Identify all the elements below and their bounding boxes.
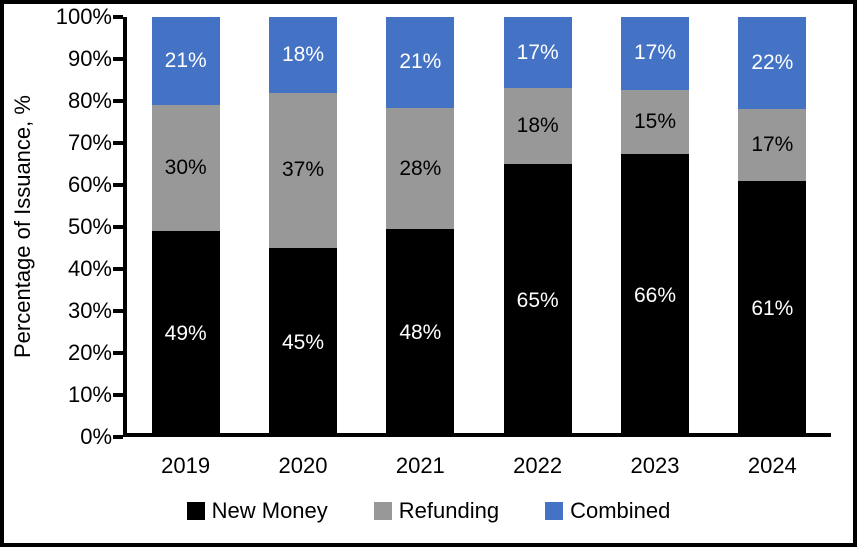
segment-data-label: 48%	[399, 321, 442, 345]
y-tick-mark	[113, 99, 123, 103]
segment-data-label: 17%	[751, 133, 794, 157]
bar-segment: 66%	[621, 154, 689, 437]
legend-item: Refunding	[373, 498, 500, 524]
y-tick-mark	[113, 225, 123, 229]
y-tick-label: 40%	[67, 256, 112, 281]
y-tick-label: 30%	[67, 298, 112, 323]
y-tick-mark	[113, 309, 123, 313]
segment-data-label: 65%	[516, 288, 559, 312]
segment-data-label: 18%	[281, 42, 325, 66]
y-tick-label: 70%	[67, 130, 112, 155]
bar-segment: 37%	[269, 92, 337, 248]
y-tick-mark	[113, 183, 123, 187]
segment-data-label: 37%	[281, 158, 325, 182]
bar-segment: 18%	[269, 17, 337, 93]
segment-data-label: 17%	[516, 40, 559, 64]
segment-data-label: 66%	[633, 283, 677, 307]
bar-segment: 49%	[151, 231, 220, 437]
segment-data-label: 61%	[751, 296, 794, 320]
stacked-bar-2019: 49% 30% 21%	[151, 17, 220, 437]
bar-segment: 17%	[738, 109, 807, 181]
bar-segment: 21%	[386, 17, 455, 108]
x-axis-label: 2023	[630, 453, 680, 478]
x-axis-label: 2019	[161, 453, 211, 478]
segment-data-label: 21%	[399, 50, 442, 74]
legend-swatch-icon	[545, 502, 564, 520]
bar-segment: 45%	[269, 248, 337, 437]
stacked-bar-2020: 45% 37% 18%	[269, 17, 337, 437]
y-tick-label: 100%	[55, 4, 112, 29]
y-tick-mark	[113, 351, 123, 355]
bar-segment: 21%	[151, 17, 220, 106]
bar-segment: 15%	[621, 89, 689, 155]
x-axis-label: 2024	[747, 453, 797, 478]
y-tick-label: 50%	[67, 214, 112, 239]
x-axis-label: 2021	[395, 453, 445, 478]
segment-data-label: 28%	[399, 156, 442, 180]
segment-data-label: 22%	[751, 51, 794, 75]
legend-item: New Money	[186, 498, 328, 524]
y-tick-mark	[113, 435, 123, 439]
segment-data-label: 18%	[516, 114, 559, 138]
y-tick-label: 10%	[67, 382, 112, 407]
y-tick-mark	[113, 267, 123, 271]
bar-segment: 30%	[151, 105, 220, 232]
bar-segment: 28%	[386, 107, 455, 230]
segment-data-label: 17%	[633, 41, 677, 65]
bar-segment: 17%	[503, 17, 572, 89]
bar-segment: 48%	[386, 229, 455, 437]
stacked-bar-2021: 48% 28% 21%	[386, 17, 455, 437]
y-tick-mark	[113, 393, 123, 397]
y-tick-label: 90%	[67, 46, 112, 71]
y-tick-label: 60%	[67, 172, 112, 197]
y-tick-label: 80%	[67, 88, 112, 113]
bar-segment: 61%	[738, 180, 807, 437]
plot-area	[123, 17, 831, 437]
y-tick-mark	[113, 15, 123, 19]
stacked-bar-2024: 61% 17% 22%	[738, 17, 807, 437]
segment-data-label: 45%	[281, 330, 325, 354]
segment-data-label: 30%	[164, 156, 207, 180]
bar-segment: 65%	[503, 164, 572, 437]
y-tick-mark	[113, 141, 123, 145]
segment-data-label: 21%	[164, 49, 207, 73]
legend-item: Combined	[545, 498, 670, 524]
x-axis-label: 2022	[513, 453, 563, 478]
x-axis-label: 2020	[278, 453, 328, 478]
y-tick-label: 20%	[67, 340, 112, 365]
bar-segment: 22%	[738, 17, 807, 110]
legend: New Money Refunding Combined	[4, 498, 853, 524]
stacked-bar-2022: 65% 18% 17%	[503, 17, 572, 437]
y-tick-label: 0%	[80, 424, 112, 449]
legend-swatch-icon	[186, 502, 205, 520]
segment-data-label: 49%	[164, 322, 207, 346]
stacked-bar-2023: 66% 15% 17%	[621, 17, 689, 437]
legend-swatch-icon	[373, 502, 392, 520]
bar-segment: 17%	[621, 17, 689, 90]
legend-label: Combined	[570, 498, 671, 523]
y-tick-mark	[113, 57, 123, 61]
segment-data-label: 15%	[633, 110, 677, 134]
legend-label: New Money	[211, 498, 328, 523]
bar-segment: 18%	[503, 88, 572, 164]
legend-label: Refunding	[398, 498, 500, 523]
